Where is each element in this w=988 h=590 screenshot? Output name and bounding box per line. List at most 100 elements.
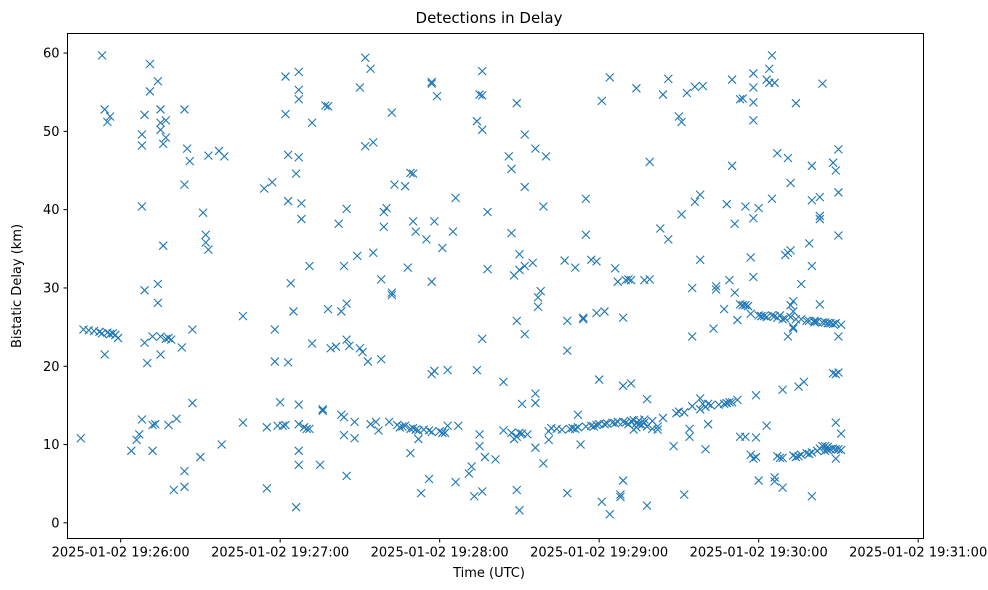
data-point xyxy=(807,447,817,457)
data-point xyxy=(406,168,415,178)
data-point xyxy=(786,300,795,310)
data-point xyxy=(751,452,761,462)
data-point xyxy=(366,64,375,74)
data-point xyxy=(360,141,370,151)
data-point xyxy=(530,389,540,399)
data-point xyxy=(610,419,620,428)
data-point xyxy=(786,312,795,322)
data-point xyxy=(299,422,309,432)
data-point xyxy=(472,365,482,375)
data-point xyxy=(541,152,551,161)
data-point xyxy=(342,204,352,214)
data-point xyxy=(238,311,248,321)
data-point xyxy=(834,231,843,240)
data-point xyxy=(639,418,649,428)
data-point xyxy=(374,426,383,435)
x-axis-ticks: 2025-01-02 19:26:00 2025-01-02 19:27:00 20… xyxy=(52,538,987,561)
data-point xyxy=(145,87,155,96)
data-point xyxy=(326,343,336,353)
data-point xyxy=(156,125,165,135)
data-point xyxy=(695,190,705,200)
data-point xyxy=(677,117,686,127)
data-point xyxy=(344,341,354,351)
data-point xyxy=(730,219,740,229)
data-point xyxy=(294,460,304,470)
data-point xyxy=(140,338,149,348)
data-point xyxy=(491,455,500,464)
data-point xyxy=(499,377,508,387)
data-point xyxy=(286,278,296,288)
data-point xyxy=(421,235,431,244)
data-point xyxy=(791,452,801,462)
data-point xyxy=(512,432,522,442)
data-point xyxy=(740,202,750,211)
data-point xyxy=(616,492,625,502)
data-point xyxy=(408,169,418,179)
data-point xyxy=(515,265,524,275)
data-point xyxy=(305,261,314,271)
x-tick-label: 2025-01-02 19:27:00 xyxy=(211,546,349,561)
data-point xyxy=(613,277,623,287)
data-point xyxy=(507,428,516,438)
data-point xyxy=(153,279,163,289)
data-point xyxy=(767,51,777,60)
data-point xyxy=(376,274,386,284)
data-point xyxy=(796,314,806,324)
data-point xyxy=(512,98,522,108)
data-point xyxy=(685,432,694,442)
data-point xyxy=(778,314,787,324)
data-point xyxy=(642,394,652,404)
data-point xyxy=(834,144,843,154)
data-point xyxy=(366,419,375,429)
data-point xyxy=(799,377,809,387)
data-point xyxy=(685,424,694,434)
data-point xyxy=(746,253,756,262)
data-point xyxy=(802,316,811,326)
x-tick-label: 2025-01-02 19:28:00 xyxy=(371,546,509,561)
data-point xyxy=(137,141,147,150)
data-point xyxy=(796,450,806,460)
data-point xyxy=(379,222,389,232)
data-point xyxy=(477,66,487,76)
data-point xyxy=(219,152,229,161)
data-point xyxy=(618,476,628,485)
data-point xyxy=(674,112,684,121)
data-point xyxy=(823,445,833,455)
y-axis-ticks: 0 10 20 30 40 50 60 xyxy=(43,47,68,531)
data-point xyxy=(297,214,306,224)
data-point xyxy=(836,320,846,330)
data-point xyxy=(140,285,149,295)
data-point xyxy=(142,358,152,368)
data-point xyxy=(432,91,442,101)
data-point xyxy=(767,310,777,320)
data-point xyxy=(467,462,476,471)
data-point xyxy=(690,197,700,207)
data-point xyxy=(148,420,157,430)
data-point xyxy=(740,432,750,442)
data-point xyxy=(294,419,304,429)
data-point xyxy=(762,421,772,431)
data-point xyxy=(291,169,301,179)
data-point xyxy=(384,417,394,427)
data-point xyxy=(201,230,211,240)
data-point xyxy=(794,451,803,461)
data-point xyxy=(477,90,487,100)
data-point xyxy=(562,488,572,498)
plot-frame xyxy=(67,33,924,539)
data-point xyxy=(592,308,601,318)
data-point xyxy=(530,398,540,408)
data-point xyxy=(137,130,147,139)
data-point xyxy=(148,446,157,456)
data-point xyxy=(754,203,764,213)
y-tick-label: 30 xyxy=(43,281,60,296)
data-point xyxy=(626,379,636,388)
x-tick-label: 2025-01-02 19:30:00 xyxy=(690,546,828,561)
data-point xyxy=(499,426,508,435)
data-point xyxy=(778,385,787,395)
data-point xyxy=(342,335,352,345)
data-point xyxy=(530,443,540,453)
data-point xyxy=(733,315,742,325)
data-point xyxy=(733,395,742,405)
data-point xyxy=(158,241,168,251)
